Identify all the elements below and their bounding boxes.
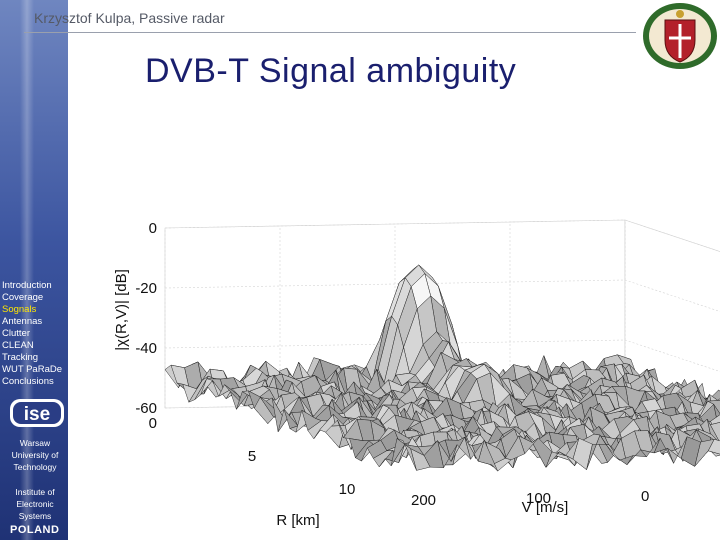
ise-logo: ise — [10, 399, 64, 427]
nav-item-clutter[interactable]: Clutter — [2, 328, 30, 339]
r-tick-label: 10 — [339, 481, 356, 498]
sidebar-nav: Introduction Coverage Sognals Antennas Clutt… — [2, 280, 62, 388]
nav-item-sognals[interactable]: Sognals — [2, 304, 37, 315]
ise-logo-text: ise — [24, 404, 50, 425]
surface-mesh — [164, 264, 720, 472]
nav-item-coverage[interactable]: Coverage — [2, 292, 44, 303]
z-tick-label: -60 — [135, 400, 157, 417]
v-axis-ticks: -200-1000100200 — [411, 488, 649, 509]
z-tick-label: -20 — [135, 280, 157, 297]
nav-item-tracking[interactable]: Tracking — [2, 352, 39, 363]
university-name: Warsaw University of Technology — [11, 438, 59, 472]
v-tick-label: 0 — [641, 488, 649, 505]
v-axis-title: V [m/s] — [522, 499, 569, 516]
z-axis-title: |χ(R,V)| [dB] — [113, 269, 130, 351]
nav-item-conclusions[interactable]: Conclusions — [2, 376, 54, 387]
slide-title: DVB-T Signal ambiguity — [145, 52, 517, 90]
z-tick-label: -40 — [135, 340, 157, 357]
institute-name: Institute of Electronic Systems — [15, 487, 55, 521]
nav-item-wut-parade[interactable]: WUT PaRaDe — [2, 364, 63, 375]
v-tick-label: 100 — [526, 490, 551, 507]
r-axis-title: R [km] — [276, 512, 319, 529]
author-header: Krzysztof Kulpa, Passive radar — [34, 10, 225, 26]
v-tick-label: 200 — [411, 492, 436, 509]
surface-patch — [396, 438, 417, 471]
z-gridline — [164, 219, 720, 252]
nav-item-introduction[interactable]: Introduction — [2, 280, 52, 291]
nav-item-antennas[interactable]: Antennas — [2, 316, 43, 327]
r-axis-ticks: 0 5 10 — [149, 415, 356, 498]
z-tick-label: 0 — [149, 220, 157, 237]
z-axis-ticks: 0 -20 -40 -60 — [135, 220, 157, 417]
r-tick-label: 0 — [149, 415, 157, 432]
university-crest-icon — [643, 3, 717, 69]
nav-item-clean[interactable]: CLEAN — [2, 340, 34, 351]
r-tick-label: 5 — [248, 448, 256, 465]
country-label: POLAND — [10, 524, 60, 536]
header-divider — [24, 32, 636, 33]
